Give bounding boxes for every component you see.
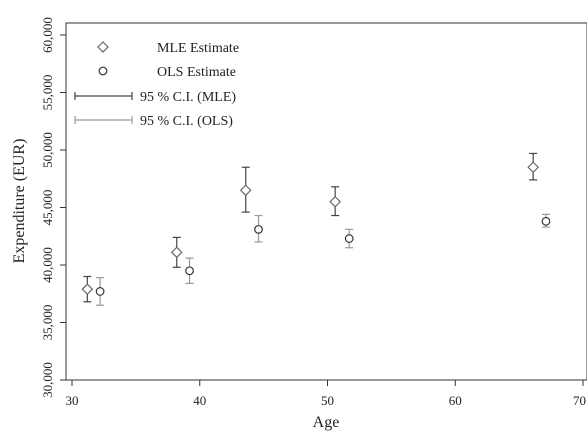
ols-point [344, 234, 354, 243]
y-tick-label: 40,000 [40, 247, 55, 283]
y-tick-label: 55,000 [40, 75, 55, 111]
y-tick-label: 30,000 [40, 362, 55, 398]
y-tick-label: 35,000 [40, 305, 55, 341]
x-tick-label: 60 [449, 393, 462, 408]
legend-ols-circle-icon [98, 66, 108, 76]
ols-point [254, 224, 263, 234]
legend-label-ols: OLS Estimate [157, 65, 236, 80]
x-tick-label: 70 [573, 393, 586, 408]
x-axis-label: Age [313, 414, 340, 431]
y-tick-label: 50,000 [40, 132, 55, 168]
mle-point [527, 161, 540, 174]
mle-point [329, 195, 342, 208]
legend-ols-ci-icon [74, 116, 133, 124]
ols-point [95, 287, 105, 296]
x-tick-label: 30 [66, 393, 79, 408]
legend-mle-diamond-icon [97, 41, 109, 53]
plot-area-frame [65, 22, 587, 381]
y-axis: 30,000 35,000 40,000 45,000 50,000 55,000 60,0… [40, 17, 66, 398]
x-tick-label: 50 [321, 393, 334, 408]
y-tick-label: 60,000 [40, 17, 55, 53]
legend: MLE Estimate OLS Estimate 95 % C.I. (MLE… [74, 41, 239, 129]
legend-label-mle: MLE Estimate [157, 41, 239, 56]
mle-point [81, 283, 94, 295]
mle-point [239, 184, 252, 197]
legend-label-mle-ci: 95 % C.I. (MLE) [140, 90, 236, 105]
mle-point [170, 246, 183, 259]
legend-label-ols-ci: 95 % C.I. (OLS) [140, 114, 233, 129]
ols-point [185, 266, 194, 276]
ols-point [541, 216, 551, 226]
x-axis: 30 40 50 60 70 [66, 380, 586, 408]
legend-mle-ci-icon [74, 92, 133, 100]
x-tick-label: 40 [193, 393, 206, 408]
data-marks [81, 152, 551, 306]
y-tick-label: 45,000 [40, 190, 55, 226]
y-axis-label: Expenditure (EUR) [11, 139, 28, 264]
